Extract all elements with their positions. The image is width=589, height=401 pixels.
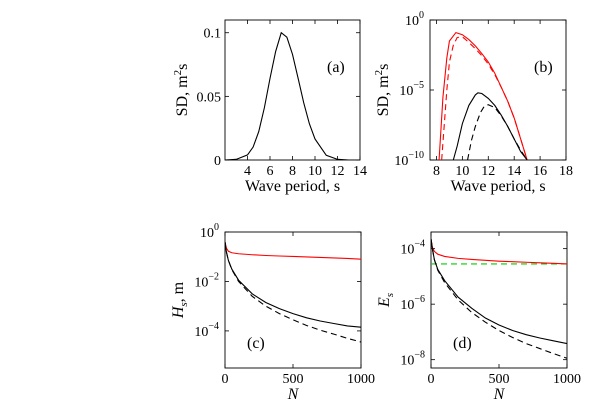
y-tick-label: 0 [214,154,221,169]
panel-b: 8 10 12 14 16 18 10−10 10−5 100 Wave period, s SD,… [373,10,573,195]
x-tick-label: 8 [433,164,440,179]
series-line-4 [467,104,528,160]
series-line-2 [441,36,528,160]
x-tick-label: 6 [267,164,274,179]
panel-label: (b) [534,59,553,76]
plot-frame [430,231,568,369]
x-axis-label: N [287,386,300,401]
series-line-2 [431,238,567,265]
panel-a: 4 6 8 10 12 14 0 0.05 0.1 Wave period, s SD, m2s (a… [172,19,367,195]
y-tick-label: 10−4 [194,321,219,340]
x-tick-label: 8 [289,164,296,179]
y-axis-label: SD, m2s [172,64,191,117]
y-axis-label: SD, m2s [373,64,392,117]
x-axis-label: N [493,386,506,401]
x-tick-label: 14 [353,164,367,179]
panel-c: 0 500 1000 10−4 10−2 100 N Hs, m (c) [170,222,375,401]
y-tick-label: 10−10 [394,150,424,169]
plot-frame [224,231,362,369]
series-line-1 [225,241,361,260]
series-line-4 [431,238,567,359]
x-tick-label: 0 [428,372,435,387]
series-line-1 [225,31,360,160]
y-axis-label: Hs, m [170,281,190,319]
x-tick-label: 12 [331,164,345,179]
x-tick-label: 10 [455,164,469,179]
y-tick-label: 10−5 [399,80,424,99]
x-tick-label: 500 [283,372,304,387]
panel-d: 0 500 1000 10−8 10−6 10−4 N Es (d) [376,231,581,401]
y-tick-label: 0.05 [197,90,222,105]
x-axis-label: Wave period, s [450,178,545,195]
panel-label: (a) [327,59,345,76]
x-tick-label: 500 [489,372,510,387]
x-tick-label: 1000 [347,372,375,387]
y-tick-label: 10−8 [400,350,425,369]
plot-frame [224,19,361,161]
y-tick-label: 10−2 [194,271,219,290]
y-tick-label: 10−4 [400,239,425,258]
series-line-1 [438,31,528,160]
y-tick-label: 100 [200,222,219,241]
y-tick-label: 100 [405,10,424,29]
panel-label: (c) [247,335,265,352]
x-axis-label: Wave period, s [245,178,340,195]
x-tick-label: 18 [559,164,573,179]
x-tick-label: 10 [308,164,322,179]
x-tick-label: 1000 [553,372,581,387]
y-tick-label: 0.1 [204,27,222,42]
y-axis-label: Es [376,293,396,308]
plot-frame [429,19,567,161]
panel-label: (d) [453,335,472,352]
x-tick-label: 14 [507,164,521,179]
x-tick-label: 4 [244,164,251,179]
x-tick-label: 0 [222,372,229,387]
series-line-3 [225,241,361,343]
x-tick-label: 16 [533,164,547,179]
y-tick-label: 10−6 [400,294,425,313]
x-tick-label: 12 [481,164,495,179]
